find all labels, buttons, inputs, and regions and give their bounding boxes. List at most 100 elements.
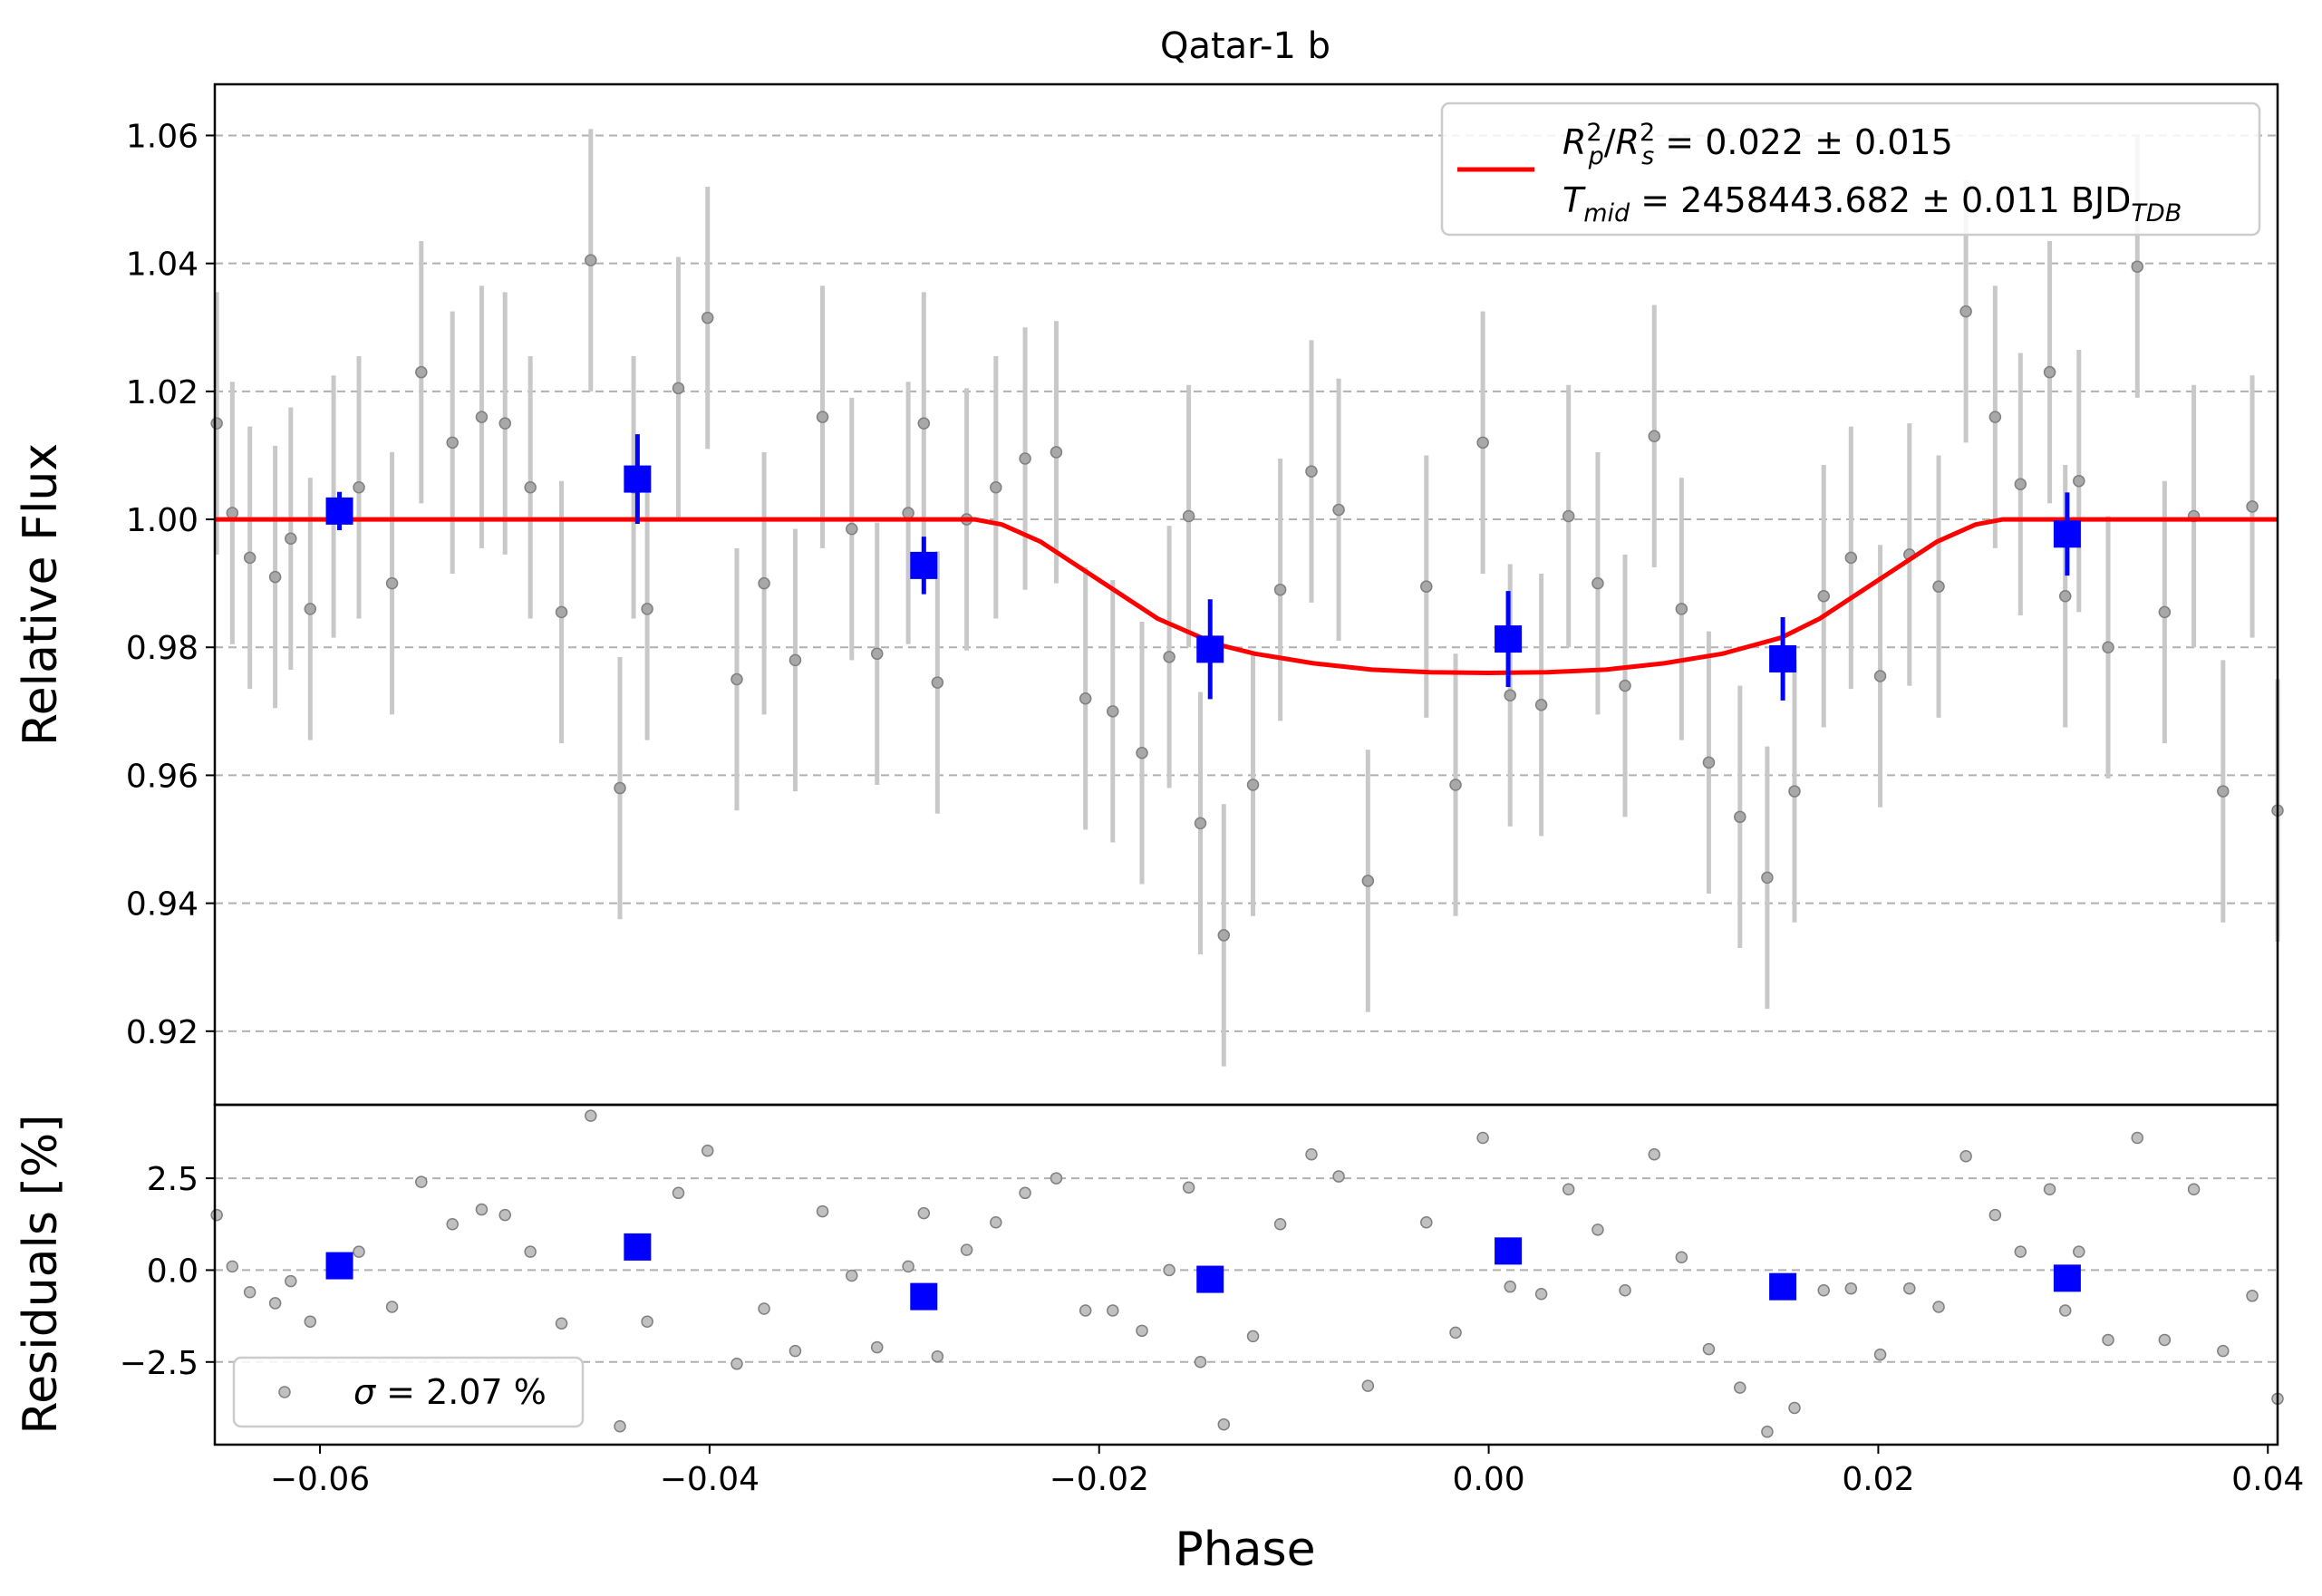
raw-data-point [1420,580,1433,593]
legend-radius-ratio: R2 p/R2 s = 0.022 ± 0.015 [1563,119,1953,170]
raw-data-point [1675,603,1688,615]
raw-data-point [990,481,1002,494]
residual-point [990,1215,1002,1229]
residual-point [1449,1326,1462,1340]
residual-point [385,1301,399,1313]
y-tick-label: 0.98 [126,630,198,667]
raw-data-point [1163,651,1176,663]
residual-point [1702,1342,1716,1356]
raw-data-point [1079,692,1092,705]
residual-point [1534,1288,1548,1301]
residual-point [2187,1183,2201,1195]
legend-box [1440,102,2261,237]
raw-data-point [2058,590,2072,603]
residual-point [1932,1301,1945,1313]
raw-data-point [304,603,317,615]
raw-data-point [1305,465,1318,478]
phase-x-label: Phase [1175,1523,1315,1577]
residual-point [353,1245,365,1258]
legend-mid-time: Tmid = 2458443.682 ± 0.011 BJDTDB [1563,180,2182,227]
raw-data-point [1136,746,1148,759]
light-curve-panel: Qatar-1 b 0.92 0.94 0.96 0.98 1.00 1.02 1.04 1.… [14,25,2284,1107]
raw-data-point [1019,452,1031,465]
residual-point [960,1243,973,1256]
residual-point [268,1297,282,1310]
raw-data-point [385,576,399,590]
raw-data-point [846,522,858,536]
raw-data-point [870,647,884,661]
residual-point [816,1204,829,1218]
residual-point [1788,1401,1801,1415]
transit-model-curve [215,517,2278,675]
raw-data-point [641,603,653,615]
residual-point [902,1260,914,1273]
residuals-y-ticks: −2.5 0.0 2.5 [120,1161,215,1382]
residual-point [210,1208,223,1222]
raw-data-point [446,436,459,450]
raw-data-point [1619,679,1631,692]
residual-point [2043,1183,2056,1195]
raw-data-point [210,417,223,430]
binned-residual-point [910,1282,938,1311]
raw-data-point [2014,478,2027,490]
binned-data-point [1769,644,1797,672]
residual-point [1194,1356,1207,1369]
chart-title: Qatar-1 b [1160,25,1330,67]
residual-point [2102,1333,2114,1347]
raw-data-point [1217,929,1231,942]
raw-data-point [2043,365,2056,379]
binned-data-points [325,434,2081,701]
residual-point [1761,1426,1774,1438]
binned-data-point [1495,625,1523,653]
raw-data-point [1817,590,1830,603]
raw-data-point [1988,411,2002,423]
residual-point [2014,1245,2027,1258]
raw-data-point [902,507,914,519]
residual-point [1217,1417,1231,1431]
raw-data-point [226,507,239,519]
legend-sigma: σ = 2.07 % [353,1372,547,1412]
transit-model [215,517,2278,675]
raw-data-point [672,382,685,395]
residual-point [789,1344,802,1358]
raw-data-point [268,570,282,584]
x-tick-label: −0.04 [660,1461,759,1498]
raw-data-point [1107,705,1119,718]
y-tick-label: 1.04 [126,247,198,284]
x-tick-label: 0.00 [1452,1461,1524,1498]
residual-point [1844,1282,1858,1295]
legend-residual-marker [278,1386,291,1398]
y-tick-label: 0.94 [126,886,198,924]
binned-data-point [1196,635,1224,663]
y-tick-label: 1.02 [126,374,198,411]
raw-data-point [1332,503,1345,517]
raw-data-point [701,311,714,324]
residual-point [1246,1330,1260,1343]
raw-data-point [555,605,568,619]
residual-point [1562,1183,1575,1195]
binned-residual-points [325,1233,2081,1311]
residual-point [285,1274,297,1288]
raw-data-point [353,481,365,494]
residual-point [524,1245,537,1258]
residual-point [730,1358,743,1370]
residual-point [1817,1283,1830,1297]
raw-data-point [1592,576,1604,590]
raw-data-point [2073,474,2085,488]
raw-data-point [1562,509,1575,523]
residual-point [1136,1324,1148,1338]
residual-point [1420,1215,1433,1229]
residual-point [1873,1348,1887,1361]
raw-data-point [1761,871,1774,885]
binned-data-point [624,465,652,493]
residual-point [1734,1381,1746,1394]
residual-point [1988,1208,2002,1222]
residual-point [641,1315,653,1328]
residual-point [1959,1150,1972,1163]
residual-point [2073,1245,2085,1258]
residual-point [1079,1304,1092,1317]
residual-point [498,1208,511,1222]
raw-data-point [931,676,944,689]
light-curve-legend: R2 p/R2 s = 0.022 ± 0.015 Tmid = 2458443.6… [1440,102,2261,237]
raw-data-point [2102,641,2114,653]
